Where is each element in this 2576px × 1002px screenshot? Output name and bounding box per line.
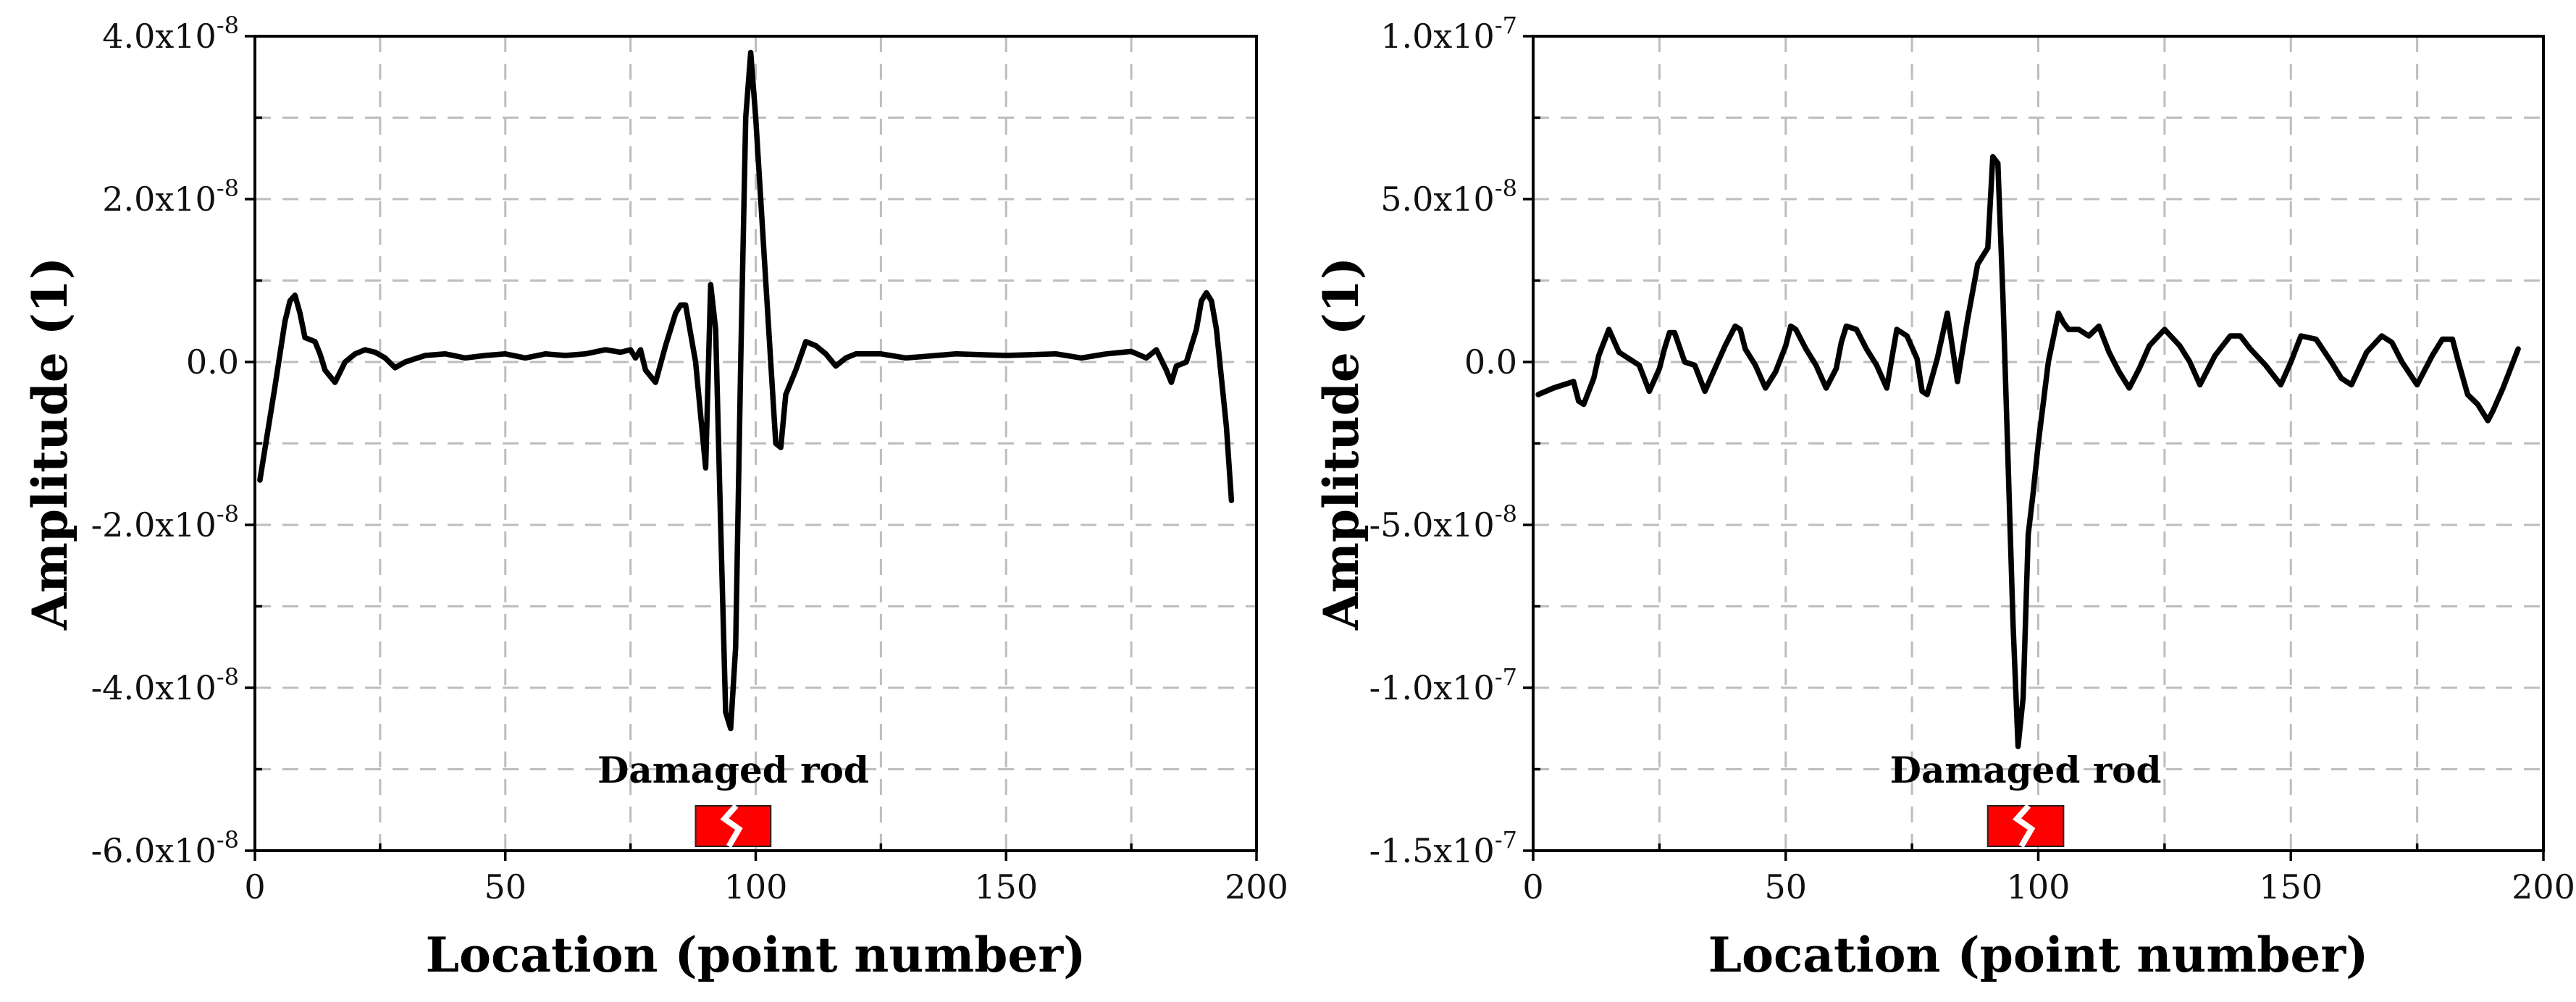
x-axis-title: Location (point number) — [1708, 927, 2369, 983]
series-line — [1535, 153, 2521, 749]
y-axis-title: Amplitude (1) — [22, 257, 78, 631]
series-line — [257, 49, 1235, 732]
y-tick-label: 1.0x10-7 — [1380, 12, 1517, 56]
damaged-rod-label: Damaged rod — [1890, 749, 2162, 791]
x-tick-label: 0 — [244, 867, 265, 906]
y-tick-label: 0.0 — [186, 342, 239, 382]
x-tick-label: 50 — [1764, 867, 1807, 906]
x-tick-label: 150 — [974, 867, 1038, 906]
crack-icon — [720, 804, 743, 849]
y-tick-label: 5.0x10-8 — [1380, 174, 1517, 219]
x-tick-label: 0 — [1522, 867, 1543, 906]
y-tick-label: 2.0x10-8 — [102, 174, 239, 219]
y-tick-label: 4.0x10-8 — [102, 12, 239, 56]
chart-panel-right: 0 50 100 150 200 1.0x10-7 5.0x10-8 0.0 -5.0x10-8… — [1313, 12, 2575, 983]
x-tick-label: 150 — [2259, 867, 2323, 906]
y-tick-label: -1.5x10-7 — [1369, 826, 1517, 870]
damaged-rod-label: Damaged rod — [597, 749, 869, 791]
y-tick-label: 0.0 — [1464, 342, 1517, 382]
x-tick-label: 100 — [724, 867, 788, 906]
x-tick-label: 50 — [484, 867, 526, 906]
y-axis-title: Amplitude (1) — [1313, 257, 1369, 631]
x-axis-title: Location (point number) — [426, 927, 1086, 983]
y-tick-label: -1.0x10-7 — [1369, 663, 1517, 707]
y-tick-label: -5.0x10-8 — [1369, 500, 1517, 544]
x-tick-label: 100 — [2007, 867, 2071, 906]
chart-panel-left: 0 50 100 150 200 4.0x10-8 2.0x10-8 0.0 -2.0x10-8… — [22, 12, 1288, 983]
y-tick-label: -6.0x10-8 — [91, 826, 239, 870]
y-tick-label: -2.0x10-8 — [91, 500, 239, 544]
y-tick-label: -4.0x10-8 — [91, 663, 239, 707]
crack-icon — [2013, 804, 2036, 849]
x-tick-label: 200 — [2512, 867, 2575, 906]
x-tick-label: 200 — [1225, 867, 1288, 906]
